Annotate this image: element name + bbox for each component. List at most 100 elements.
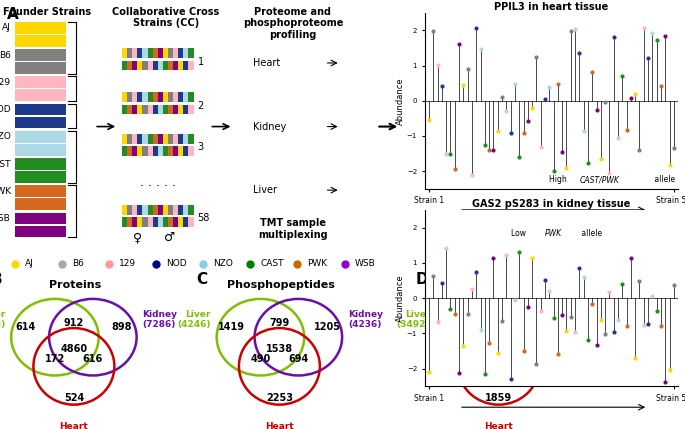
Bar: [15, 198, 66, 210]
Bar: [163, 134, 168, 144]
Bar: [178, 48, 184, 58]
Title: GAS2 pS283 in kidney tissue: GAS2 pS283 in kidney tissue: [472, 199, 631, 209]
Bar: [142, 48, 147, 58]
Bar: [142, 146, 147, 156]
Text: Liver
(6558): Liver (6558): [0, 310, 5, 329]
Bar: [158, 48, 163, 58]
Text: 3: 3: [197, 142, 203, 152]
Bar: [158, 146, 163, 156]
Bar: [173, 134, 178, 144]
Text: allele: allele: [580, 229, 603, 238]
Bar: [142, 217, 147, 227]
Text: 799: 799: [269, 317, 290, 328]
Bar: [168, 105, 173, 114]
Text: 898: 898: [112, 322, 132, 332]
Text: 1419: 1419: [218, 322, 245, 332]
Bar: [153, 60, 158, 70]
Text: Liver: Liver: [253, 185, 277, 195]
Text: Collaborative Cross
Strains (CC): Collaborative Cross Strains (CC): [112, 7, 219, 28]
Text: 1116: 1116: [485, 344, 512, 354]
Text: Kidney
(7286): Kidney (7286): [142, 310, 177, 329]
Bar: [168, 217, 173, 227]
Text: 2: 2: [197, 101, 204, 111]
Bar: [163, 48, 168, 58]
Text: WSB: WSB: [354, 260, 375, 268]
Text: 616: 616: [83, 354, 103, 364]
Bar: [132, 60, 138, 70]
Text: PWK: PWK: [545, 229, 562, 238]
Text: AJ: AJ: [25, 260, 34, 268]
Bar: [142, 205, 147, 214]
Bar: [147, 105, 153, 114]
Text: D: D: [415, 272, 428, 287]
Bar: [122, 60, 127, 70]
Bar: [138, 217, 142, 227]
Bar: [132, 217, 138, 227]
Text: CAST: CAST: [0, 160, 11, 169]
Text: PWK: PWK: [308, 260, 327, 268]
Bar: [15, 171, 66, 183]
Bar: [173, 105, 178, 114]
Bar: [142, 60, 147, 70]
Bar: [184, 105, 188, 114]
Bar: [158, 105, 163, 114]
Bar: [15, 89, 66, 101]
Bar: [184, 48, 188, 58]
Bar: [15, 226, 66, 237]
Bar: [138, 134, 142, 144]
Bar: [178, 217, 184, 227]
Bar: [147, 134, 153, 144]
Bar: [178, 105, 184, 114]
Bar: [153, 134, 158, 144]
Bar: [178, 205, 184, 214]
Text: Heart
(3875): Heart (3875): [482, 422, 515, 429]
Bar: [158, 134, 163, 144]
Bar: [163, 205, 168, 214]
Bar: [163, 146, 168, 156]
Text: 4860: 4860: [60, 344, 88, 354]
Bar: [15, 117, 66, 128]
Bar: [188, 134, 194, 144]
Bar: [132, 48, 138, 58]
Bar: [147, 48, 153, 58]
Bar: [173, 92, 178, 102]
Text: 614: 614: [16, 322, 36, 332]
Bar: [122, 146, 127, 156]
Bar: [15, 104, 66, 115]
Bar: [153, 146, 158, 156]
Text: 524: 524: [64, 393, 84, 403]
Bar: [173, 146, 178, 156]
Text: 1538: 1538: [266, 344, 293, 354]
Bar: [163, 217, 168, 227]
Bar: [188, 205, 194, 214]
Bar: [173, 60, 178, 70]
Bar: [142, 105, 147, 114]
Bar: [188, 48, 194, 58]
Bar: [168, 48, 173, 58]
Bar: [178, 146, 184, 156]
Bar: [15, 35, 66, 47]
Text: 912: 912: [64, 317, 84, 328]
Bar: [173, 48, 178, 58]
Text: High: High: [549, 175, 569, 184]
Text: 518: 518: [508, 354, 527, 364]
Bar: [138, 105, 142, 114]
Bar: [168, 134, 173, 144]
Text: AJ: AJ: [2, 23, 11, 32]
Bar: [158, 60, 163, 70]
Text: Heart
(4975): Heart (4975): [262, 422, 296, 429]
Bar: [127, 105, 132, 114]
Bar: [168, 60, 173, 70]
Bar: [138, 146, 142, 156]
Bar: [184, 146, 188, 156]
Bar: [153, 92, 158, 102]
Bar: [122, 92, 127, 102]
Text: ♀: ♀: [134, 231, 142, 245]
Bar: [158, 92, 163, 102]
Bar: [184, 60, 188, 70]
Text: 129: 129: [0, 78, 11, 87]
Text: 1264: 1264: [437, 322, 464, 332]
Text: C: C: [196, 272, 208, 287]
Bar: [132, 205, 138, 214]
Text: Founder Strains: Founder Strains: [3, 7, 90, 17]
